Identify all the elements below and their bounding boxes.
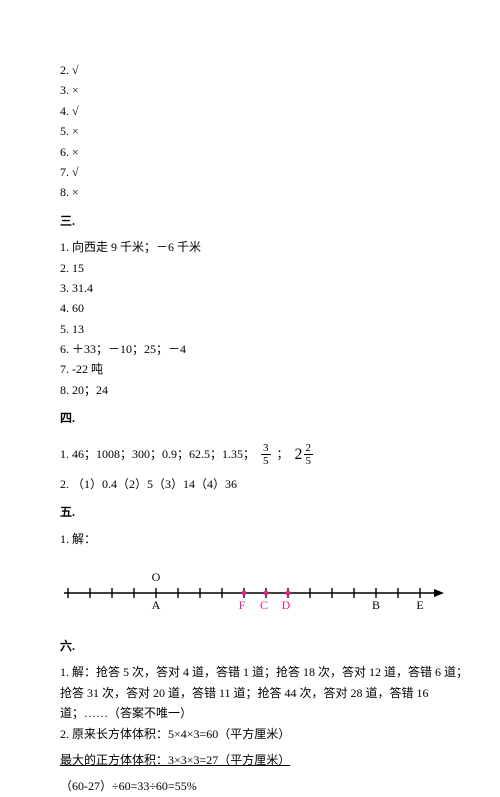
list-item: 3. × [60,80,440,100]
answers-prefix: 1. 46；1008；300；0.9；62.5；1.35； [60,444,255,464]
list-item: 5. 13 [60,319,440,339]
mixed-whole: 2 [295,441,303,468]
section-3-title: 三. [60,211,440,231]
number-line: OA FCD B E [60,563,440,618]
list-item: 6. ＋33；－10；25；－4 [60,339,440,359]
section-6-body: 1. 解：抢答 5 次，答对 4 道，答错 1 道；抢答 18 次，答对 12 … [60,662,440,796]
fraction-num: 2 [304,442,314,455]
list-item: 2. √ [60,60,440,80]
answer-line: （60-27）÷60=33÷60=55% [60,776,440,796]
list-item: 8. 20；24 [60,380,440,400]
svg-text:E: E [416,598,423,612]
answer-line-underlined: 最大的正方体体积：3×3×3=27（平方厘米） [60,750,440,770]
answer-line: 1. 解：抢答 5 次，答对 4 道，答错 1 道；抢答 18 次，答对 12 … [60,662,440,682]
svg-text:B: B [372,598,380,612]
section-5-title: 五. [60,502,440,522]
section-2-list: 2. √ 3. × 4. √ 5. × 6. × 7. √ 8. × [60,60,440,203]
fraction-den: 5 [261,455,271,467]
answer-line: 道；……（答案不唯一） [60,703,440,723]
semicolon: ； [277,444,289,464]
list-item: 5. × [60,121,440,141]
number-line-svg: OA FCD B E [60,563,450,618]
list-item: 2. 15 [60,258,440,278]
section-5-line-1: 1. 解： [60,529,440,549]
list-item: 4. √ [60,101,440,121]
section-4-line-1: 1. 46；1008；300；0.9；62.5；1.35； 3 5 ； 2 2 … [60,441,440,468]
mixed-fraction: 2 5 [304,442,314,467]
list-item: 3. 31.4 [60,278,440,298]
svg-text:A: A [152,598,161,612]
answer-line: 2. 原来长方体体积：5×4×3=60（平方厘米） [60,724,440,744]
section-4-title: 四. [60,408,440,428]
list-item: 1. 向西走 9 千米；－6 千米 [60,237,440,257]
list-item: 4. 60 [60,298,440,318]
list-item: 6. × [60,142,440,162]
svg-text:D: D [282,598,291,612]
section-3-list: 1. 向西走 9 千米；－6 千米 2. 15 3. 31.4 4. 60 5.… [60,237,440,400]
fraction-den: 5 [304,455,314,467]
mixed-number: 2 2 5 [295,441,314,468]
svg-text:F: F [239,598,246,612]
list-item: 8. × [60,182,440,202]
section-4-line-2: 2. （1）0.4（2）5（3）14（4）36 [60,474,440,494]
fraction-3-5: 3 5 [261,442,271,467]
svg-text:O: O [152,570,161,584]
fraction-num: 3 [261,442,271,455]
answer-line: 抢答 31 次，答对 20 道，答错 11 道；抢答 44 次，答对 28 道，… [60,683,440,703]
section-6-title: 六. [60,636,440,656]
list-item: 7. -22 吨 [60,359,440,379]
list-item: 7. √ [60,162,440,182]
svg-text:C: C [260,598,268,612]
